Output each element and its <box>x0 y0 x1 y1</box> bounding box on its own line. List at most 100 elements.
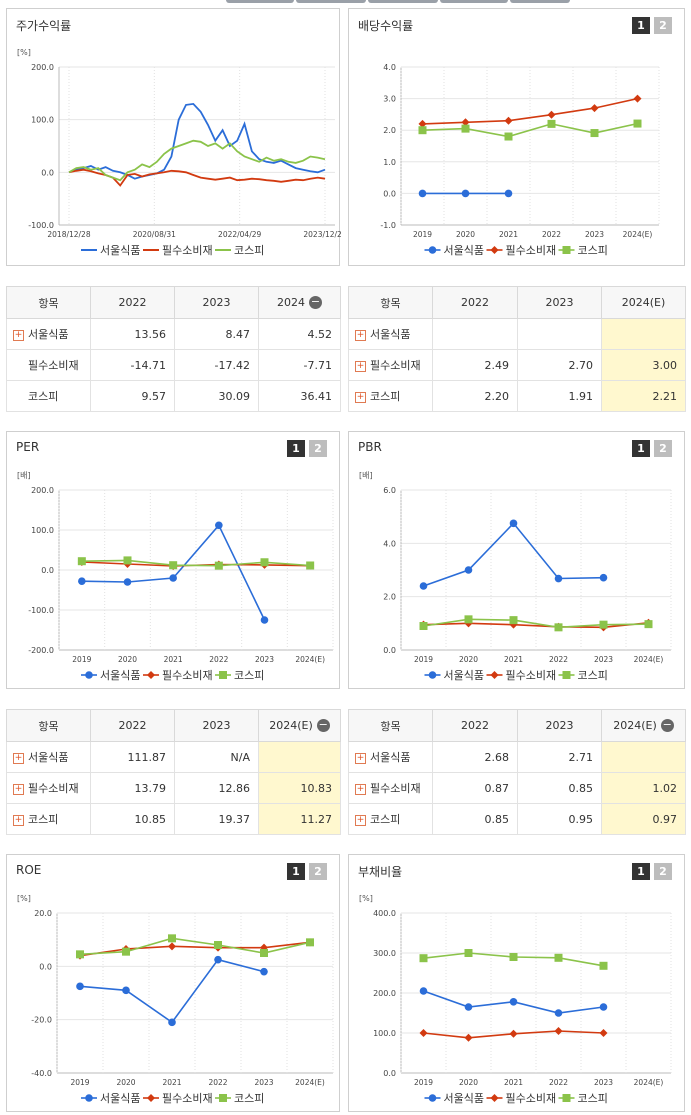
row-label[interactable]: + 서울식품 <box>348 318 433 350</box>
row-label[interactable]: + 코스피 <box>6 803 91 835</box>
row-label[interactable]: + 필수소비재 <box>348 772 433 804</box>
table-cell: 1.02 <box>601 772 686 804</box>
x-tick-label: 2023 <box>254 1078 273 1087</box>
legend-label: 필수소비재 <box>162 244 213 257</box>
data-point-seoul <box>215 521 223 530</box>
table-cell: 0.97 <box>601 803 686 835</box>
series-line-seoul <box>81 523 266 621</box>
data-point-consumer <box>464 1033 473 1042</box>
data-point-consumer <box>504 116 513 125</box>
data-point-kospi <box>306 561 315 570</box>
view-2-button[interactable]: 2 <box>309 440 327 457</box>
plus-icon[interactable]: + <box>355 360 366 372</box>
y-tick-label: 2.0 <box>383 593 396 602</box>
table-header-row: 항목 2022 2023 2024− <box>6 286 341 319</box>
row-label[interactable]: + 코스피 <box>348 803 433 835</box>
data-point-seoul <box>509 998 518 1006</box>
plus-icon[interactable]: + <box>355 752 366 764</box>
plus-icon[interactable]: + <box>355 783 366 795</box>
data-point-kospi <box>554 623 563 632</box>
column-header: 2023 <box>174 286 259 319</box>
unit-label: [배] <box>359 471 373 480</box>
column-header: 항목 <box>348 286 433 319</box>
plus-icon[interactable]: + <box>13 752 24 764</box>
legend-marker <box>490 671 499 679</box>
table-cell: 0.85 <box>432 803 518 835</box>
y-tick-label: 300.0 <box>373 949 396 958</box>
data-point-kospi <box>590 129 599 138</box>
legend-label: 코스피 <box>578 1092 608 1105</box>
column-header: 2024− <box>258 286 341 319</box>
series-line-seoul <box>79 958 265 1024</box>
data-point-kospi <box>419 954 428 963</box>
series-line-kospi <box>68 139 326 182</box>
view-2-button[interactable]: 2 <box>654 17 672 34</box>
legend-label: 코스피 <box>234 244 264 257</box>
series-line-kospi <box>81 559 311 567</box>
y-tick-label: -100.0 <box>28 221 54 230</box>
data-point-seoul <box>599 573 608 582</box>
plus-icon[interactable]: + <box>13 814 24 826</box>
minus-icon[interactable]: − <box>309 295 322 310</box>
y-tick-label: 0.0 <box>41 566 54 575</box>
data-point-consumer <box>554 1027 563 1035</box>
x-tick-label: 2023 <box>255 655 274 664</box>
legend-marker <box>428 1094 437 1102</box>
x-tick-label: 2024(E) <box>634 655 664 664</box>
data-point-seoul <box>168 1018 176 1027</box>
row-label[interactable]: + 코스피 <box>348 380 433 412</box>
data-point-kospi <box>214 941 222 949</box>
legend-marker <box>562 246 571 254</box>
x-tick-label: 2022/04/29 <box>218 230 261 239</box>
y-tick-label: 4.0 <box>383 63 396 72</box>
data-point-seoul <box>214 955 222 964</box>
x-tick-label: 2023 <box>594 655 613 664</box>
view-1-button[interactable]: 1 <box>632 17 650 34</box>
x-tick-label: 2023 <box>585 230 604 239</box>
data-point-consumer <box>590 104 599 113</box>
data-point-consumer <box>461 118 470 127</box>
legend-label: 코스피 <box>578 244 608 257</box>
data-point-seoul <box>554 574 563 583</box>
row-label[interactable]: + 서울식품 <box>348 741 433 773</box>
legend-label: 코스피 <box>234 669 264 682</box>
plus-icon[interactable]: + <box>13 329 24 341</box>
x-tick-label: 2024(E) <box>634 1078 664 1087</box>
minus-icon[interactable]: − <box>316 718 330 733</box>
legend-label: 서울식품 <box>100 244 140 257</box>
data-point-seoul <box>599 1003 608 1011</box>
view-1-button[interactable]: 1 <box>632 863 650 880</box>
view-2-button[interactable]: 2 <box>654 863 672 880</box>
view-1-button[interactable]: 1 <box>632 440 650 457</box>
data-point-kospi <box>122 947 130 956</box>
x-tick-label: 2021 <box>504 655 523 664</box>
data-point-kospi <box>260 558 269 567</box>
panel-title: ROE <box>16 863 42 877</box>
view-2-button[interactable]: 2 <box>654 440 672 457</box>
table-cell: 2.70 <box>517 349 602 381</box>
table-cell: 1.91 <box>517 380 602 412</box>
column-header: 2022 <box>90 709 175 742</box>
legend-marker <box>428 246 437 254</box>
dividend-yield-table: 항목 2022 2023 2024(E) + 서울식품 + 필수소비재 2.49 2.70 3.00… <box>348 286 686 412</box>
table-row: + 필수소비재 13.79 12.86 10.83 <box>6 772 341 804</box>
stock-return-table: 항목 2022 2023 2024− + 서울식품 13.56 8.47 4.52 필수소비재 -1… <box>6 286 341 412</box>
row-label[interactable]: + 필수소비재 <box>6 772 91 804</box>
plus-icon[interactable]: + <box>13 783 24 795</box>
view-2-button[interactable]: 2 <box>309 863 327 880</box>
plus-icon[interactable]: + <box>355 814 366 826</box>
plus-icon[interactable]: + <box>355 391 366 403</box>
legend-marker <box>219 671 227 679</box>
table-cell: 0.87 <box>432 772 518 804</box>
panel-dividend-yield: 배당수익률 1 2 4.0 3.0 2.0 1.0 0.0 -1.0 2019 2020 202… <box>348 8 685 266</box>
row-label[interactable]: + 서울식품 <box>6 741 91 773</box>
table-row: + 서울식품 13.56 8.47 4.52 <box>6 318 341 350</box>
panel-title: PBR <box>358 440 382 454</box>
row-label[interactable]: + 서울식품 <box>6 318 91 350</box>
view-1-button[interactable]: 1 <box>287 440 305 457</box>
minus-icon[interactable]: − <box>660 718 674 733</box>
table-cell: -7.71 <box>258 349 341 381</box>
row-label[interactable]: + 필수소비재 <box>348 349 433 381</box>
plus-icon[interactable]: + <box>355 329 366 341</box>
view-1-button[interactable]: 1 <box>287 863 305 880</box>
